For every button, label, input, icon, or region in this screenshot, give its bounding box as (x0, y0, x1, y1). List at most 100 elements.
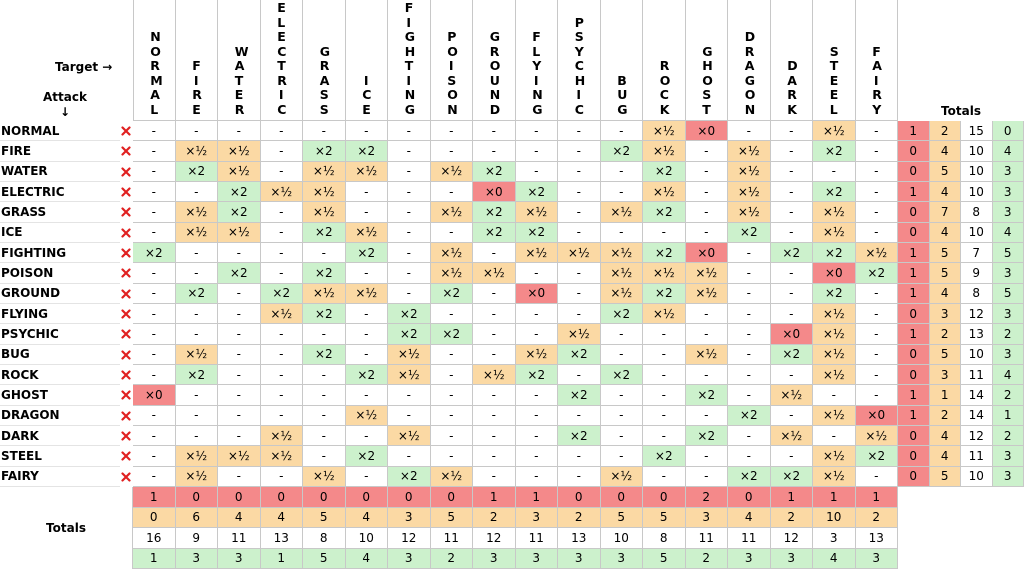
row-header: FAIRY (0, 467, 120, 487)
row-header: NORMAL (0, 121, 120, 142)
row-total: 0 (898, 425, 930, 447)
cell: ×2 (345, 242, 388, 264)
cell: - (430, 364, 473, 386)
cell: - (260, 121, 303, 142)
cell: - (388, 405, 431, 426)
row-total: 8 (961, 283, 993, 304)
cell: ×2 (345, 446, 388, 467)
cell: ×½ (430, 466, 473, 487)
column-header: DRAGON (728, 0, 771, 121)
cell: ×½ (813, 303, 856, 325)
cell: - (515, 385, 558, 406)
cell: - (685, 181, 728, 203)
row-total: 0 (898, 303, 930, 325)
column-total: 9 (175, 528, 218, 549)
cell: - (345, 324, 388, 345)
cell: - (728, 263, 771, 284)
cell: ×½ (685, 283, 728, 304)
cross-icon (121, 431, 131, 441)
cell: - (430, 141, 473, 162)
row-header: ELECTRIC (0, 182, 120, 203)
row-total: 10 (961, 222, 993, 243)
column-header: FLYING (515, 0, 558, 121)
column-header-text: GHOST (702, 43, 713, 117)
cell: - (558, 202, 601, 223)
cell: - (855, 141, 898, 162)
cell: - (218, 303, 261, 325)
cell: - (728, 385, 771, 406)
cell: - (430, 303, 473, 325)
column-total: 4 (345, 548, 388, 569)
cell: - (813, 425, 856, 447)
column-total: 5 (643, 507, 686, 528)
cell: - (388, 161, 431, 182)
cell: ×2 (515, 181, 558, 203)
column-total: 0 (388, 487, 431, 508)
cell: - (770, 141, 813, 162)
cell: - (473, 466, 516, 487)
cell: - (473, 242, 516, 264)
cell: ×½ (643, 121, 686, 142)
row-header: DRAGON (0, 406, 120, 426)
cell: - (303, 405, 346, 426)
column-total: 3 (685, 507, 728, 528)
cell: - (643, 385, 686, 406)
column-total: 3 (855, 548, 898, 569)
cell: ×½ (813, 121, 856, 142)
column-total: 11 (728, 528, 771, 549)
column-total: 1 (813, 487, 856, 508)
column-total: 3 (515, 507, 558, 528)
column-header-text: ICE (362, 72, 372, 117)
cell: ×½ (643, 181, 686, 203)
row-total: 8 (961, 202, 993, 223)
cell: - (388, 263, 431, 284)
cell: - (685, 303, 728, 325)
cell: ×2 (303, 141, 346, 162)
row-total: 0 (898, 364, 930, 386)
cell: - (855, 181, 898, 203)
cell: ×2 (388, 324, 431, 345)
cell: ×½ (770, 385, 813, 406)
cell: ×2 (558, 385, 601, 406)
column-total: 13 (855, 528, 898, 549)
cell: - (303, 242, 346, 264)
cell: - (770, 161, 813, 182)
cell: - (175, 324, 218, 345)
cross (121, 187, 131, 197)
column-total: 3 (218, 548, 261, 569)
cell: ×2 (175, 161, 218, 182)
cell: ×½ (218, 446, 261, 467)
cell: ×½ (175, 446, 218, 467)
row-total: 3 (992, 202, 1024, 223)
row-total: 5 (929, 263, 961, 284)
column-total: 1 (515, 487, 558, 508)
row-header: POISON (0, 263, 120, 284)
cross (121, 167, 131, 177)
cell: ×½ (515, 202, 558, 223)
cell: ×2 (813, 141, 856, 162)
cell: - (133, 222, 176, 243)
cell: ×½ (600, 466, 643, 487)
cross-icon (121, 411, 131, 421)
cross (121, 350, 131, 360)
cell: - (558, 181, 601, 203)
cell: ×2 (600, 364, 643, 386)
row-total: 2 (929, 324, 961, 345)
cell: ×½ (515, 242, 558, 264)
cell: - (770, 181, 813, 203)
row-total: 5 (929, 466, 961, 487)
row-total: 9 (961, 263, 993, 284)
row-total: 1 (898, 283, 930, 304)
row-total: 2 (992, 385, 1024, 406)
column-header-text: POISON (447, 29, 458, 117)
column-total: 0 (430, 487, 473, 508)
cell: ×2 (388, 303, 431, 325)
column-total: 5 (600, 507, 643, 528)
column-total: 10 (600, 528, 643, 549)
cell: - (345, 202, 388, 223)
cell: - (515, 405, 558, 426)
cell: ×2 (685, 425, 728, 447)
cell: - (558, 222, 601, 243)
cell: ×2 (643, 242, 686, 264)
